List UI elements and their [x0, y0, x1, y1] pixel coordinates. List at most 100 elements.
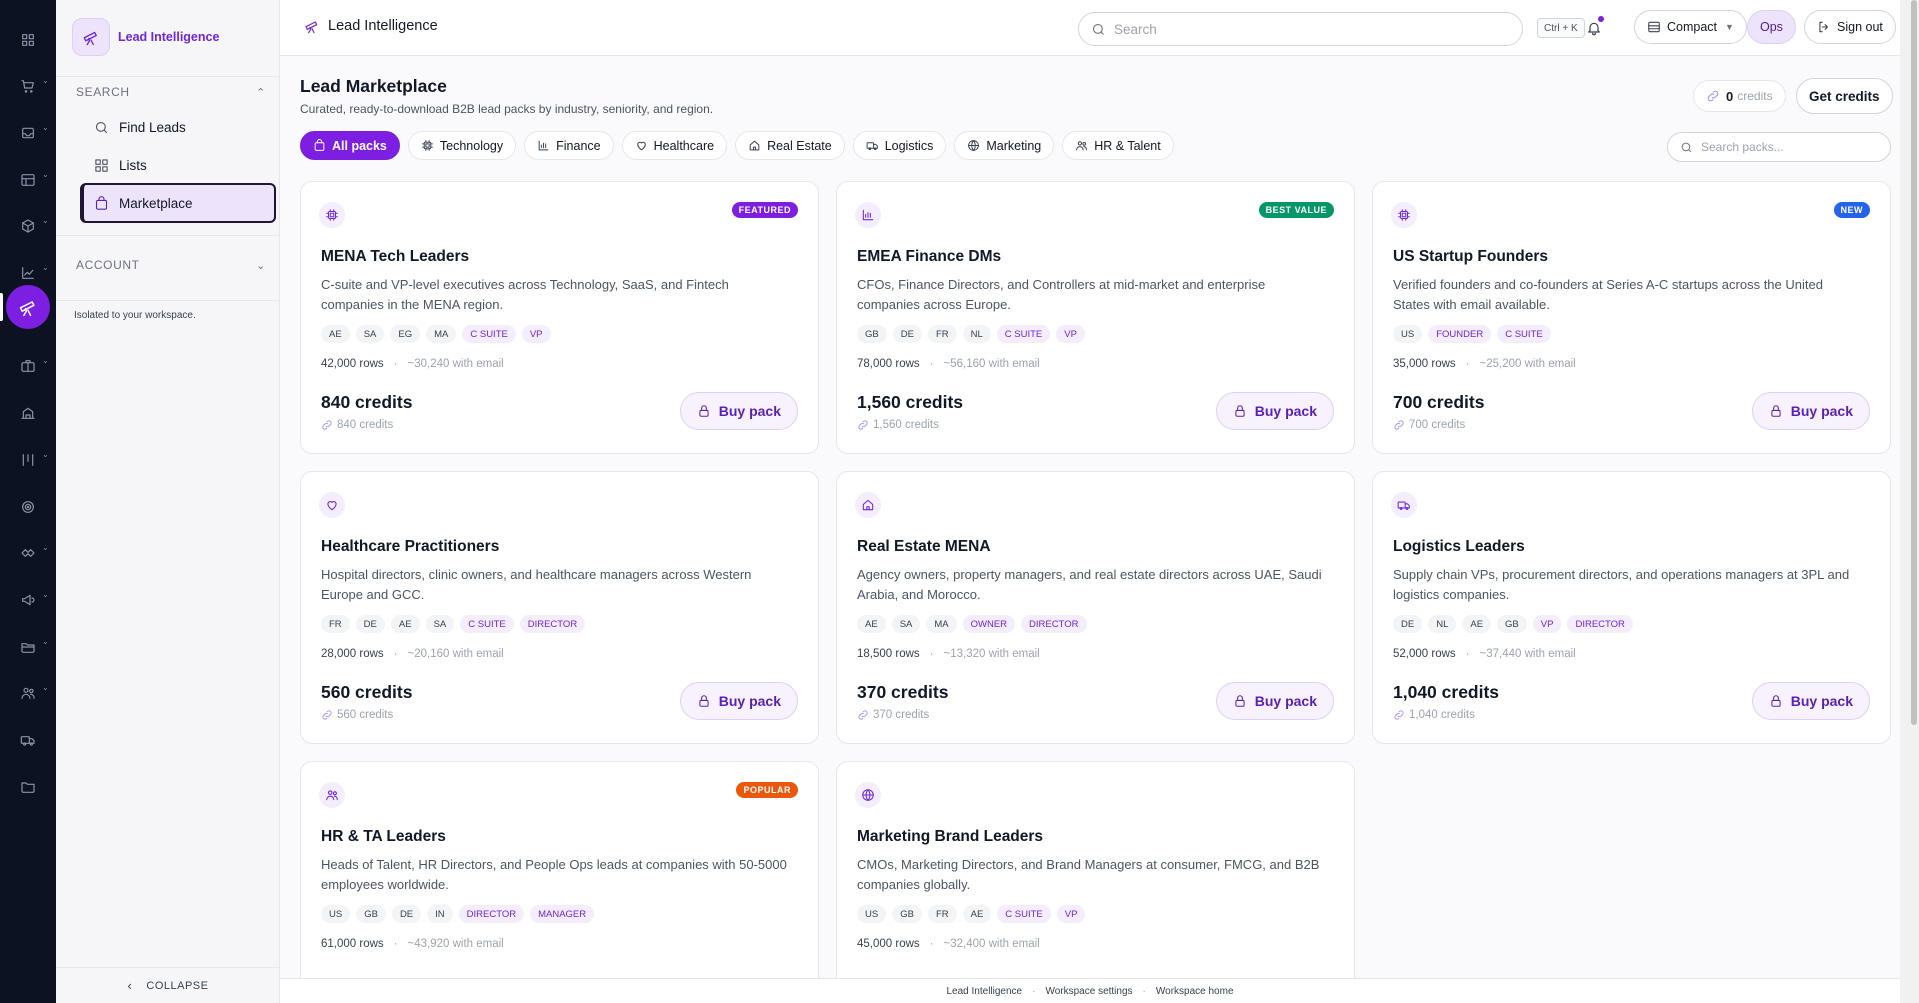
pack-stats: 45,000 rows · ~32,400 with email [857, 938, 1040, 950]
sidebar-item-marketplace[interactable]: Marketplace [80, 183, 276, 223]
filter-chip-marketing[interactable]: Marketing [954, 131, 1055, 160]
rail-item-handshake[interactable]: ⌄ [0, 533, 56, 573]
chevron-down-icon: ⌄ [42, 683, 49, 692]
collapse-button[interactable]: ‹ COLLAPSE [56, 967, 280, 1003]
buy-pack-button[interactable]: Buy pack [679, 392, 798, 430]
globe-icon [968, 140, 980, 151]
sign-out-button[interactable]: Sign out [1804, 10, 1896, 44]
buy-pack-button[interactable]: Buy pack [1215, 392, 1334, 430]
filter-chip-label: Healthcare [653, 138, 715, 153]
footer-link[interactable]: Workspace home [1155, 985, 1234, 997]
rail-item-table[interactable]: ⌄ [0, 160, 56, 200]
pack-card[interactable]: POPULAR HR & TA Leaders Heads of Talent, H… [300, 761, 819, 978]
region-tag: US [321, 905, 351, 923]
divider [56, 300, 280, 301]
rail-item-users[interactable]: ⌄ [0, 673, 56, 713]
rail-item-lead-intelligence[interactable] [6, 285, 50, 329]
bar-chart-icon [538, 140, 549, 151]
role-badge[interactable]: Ops [1747, 10, 1796, 44]
pack-icon [319, 492, 345, 518]
buy-pack-button[interactable]: Buy pack [1751, 392, 1870, 430]
pack-title: Real Estate MENA [857, 538, 991, 555]
chevron-down-icon: ⌄ [42, 123, 49, 132]
handshake-icon [21, 549, 35, 557]
email-count: ~13,320 with email [943, 648, 1040, 660]
credits-balance: 0 credits [1693, 80, 1786, 112]
buy-pack-button[interactable]: Buy pack [679, 682, 798, 720]
region-tag: GB [857, 325, 887, 343]
rail-item-folder-open[interactable]: ⌄ [0, 627, 56, 667]
search-icon [1092, 23, 1104, 35]
density-dropdown[interactable]: Compact ▼ [1634, 10, 1747, 44]
pack-price-detail: 1,560 credits [857, 419, 939, 431]
chevron-down-icon: ⌄ [42, 637, 49, 646]
footer-link[interactable]: Lead Intelligence [946, 985, 1023, 997]
pack-card[interactable]: Marketing Brand Leaders CMOs, Marketing D… [836, 761, 1355, 978]
pack-card[interactable]: BEST VALUE EMEA Finance DMs CFOs, Finance … [836, 181, 1355, 454]
search-section-label: SEARCH [76, 85, 130, 99]
email-count: ~20,160 with email [407, 648, 504, 660]
pack-card[interactable]: NEW US Startup Founders Verified founders … [1372, 181, 1891, 454]
top-bar: Lead Intelligence Search Ctrl + K Compac… [280, 0, 1900, 56]
brand[interactable]: Lead Intelligence [72, 16, 264, 58]
search-section-header[interactable]: SEARCH ⌃ [76, 82, 266, 102]
truck-icon [1397, 501, 1410, 510]
pack-description: Agency owners, property managers, and re… [857, 567, 1322, 602]
filter-chip-real-estate[interactable]: Real Estate [735, 131, 845, 160]
pack-card[interactable]: Logistics Leaders Supply chain VPs, procu… [1372, 471, 1891, 744]
email-count: ~43,920 with email [407, 938, 504, 950]
bag-icon [314, 139, 325, 151]
row-count: 18,500 rows [857, 648, 920, 660]
pack-tags: US GB DE IN DIRECTOR MANAGER [321, 905, 595, 923]
region-tag: AE [321, 325, 350, 343]
footer-link[interactable]: Workspace settings [1045, 985, 1133, 997]
rail-item-inbox[interactable]: ⌄ [0, 113, 56, 153]
chevron-down-icon: ⌄ [42, 170, 49, 179]
scrollbar-thumb[interactable] [1911, 0, 1917, 725]
region-tag: DE [355, 615, 385, 633]
filter-chip-logistics[interactable]: Logistics [852, 131, 947, 160]
chevron-down-icon: ⌄ [42, 263, 49, 272]
chip-icon [1398, 209, 1410, 221]
folder-open-icon [21, 643, 35, 653]
pack-card[interactable]: FEATURED MENA Tech Leaders C-suite and VP-… [300, 181, 819, 454]
buy-pack-button[interactable]: Buy pack [1751, 682, 1870, 720]
filter-chip-finance[interactable]: Finance [524, 131, 614, 160]
global-search-input[interactable]: Search [1078, 12, 1523, 46]
rail-item-cart[interactable]: ⌄ [0, 66, 56, 106]
get-credits-button[interactable]: Get credits [1796, 78, 1893, 114]
filter-chip-label: Finance [556, 138, 601, 153]
rail-item-building[interactable] [0, 393, 56, 433]
pack-icon [1391, 202, 1417, 228]
rail-item-briefcase[interactable]: ⌄ [0, 346, 56, 386]
rail-item-target[interactable] [0, 487, 56, 527]
folder-icon [21, 782, 35, 793]
pack-card[interactable]: Healthcare Practitioners Hospital directo… [300, 471, 819, 744]
rail-item-columns[interactable]: ⌄ [0, 440, 56, 480]
pack-search-input[interactable]: Search packs... [1667, 132, 1891, 162]
sidebar-item-find-leads[interactable]: Find Leads [80, 110, 276, 144]
notifications-button[interactable] [1580, 14, 1608, 42]
filter-chip-all-packs[interactable]: All packs [300, 131, 400, 160]
rail-item-apps-grid[interactable] [0, 20, 56, 60]
rail-item-trend-chart[interactable]: ⌄ [0, 253, 56, 293]
account-section-header[interactable]: ACCOUNT ⌄ [76, 255, 266, 275]
rail-item-cube[interactable]: ⌄ [0, 206, 56, 246]
filter-chip-healthcare[interactable]: Healthcare [621, 131, 728, 160]
megaphone-icon [22, 594, 35, 606]
region-tag: SA [425, 615, 455, 633]
filter-chip-label: HR & Talent [1094, 138, 1161, 153]
price-detail-text: 560 credits [337, 709, 394, 721]
rail-item-truck[interactable] [0, 720, 56, 760]
notification-dot [1598, 16, 1604, 22]
filter-chip-technology[interactable]: Technology [407, 131, 517, 160]
seniority-tag: DIRECTOR [1567, 615, 1633, 633]
rail-item-folder[interactable] [0, 767, 56, 807]
region-tag: NL [962, 325, 991, 343]
users-icon [1076, 141, 1088, 151]
sidebar-item-lists[interactable]: Lists [80, 148, 276, 182]
pack-card[interactable]: Real Estate MENA Agency owners, property … [836, 471, 1355, 744]
rail-item-megaphone[interactable]: ⌄ [0, 580, 56, 620]
buy-pack-button[interactable]: Buy pack [1215, 682, 1334, 720]
filter-chip-hr-talent[interactable]: HR & Talent [1062, 131, 1174, 160]
